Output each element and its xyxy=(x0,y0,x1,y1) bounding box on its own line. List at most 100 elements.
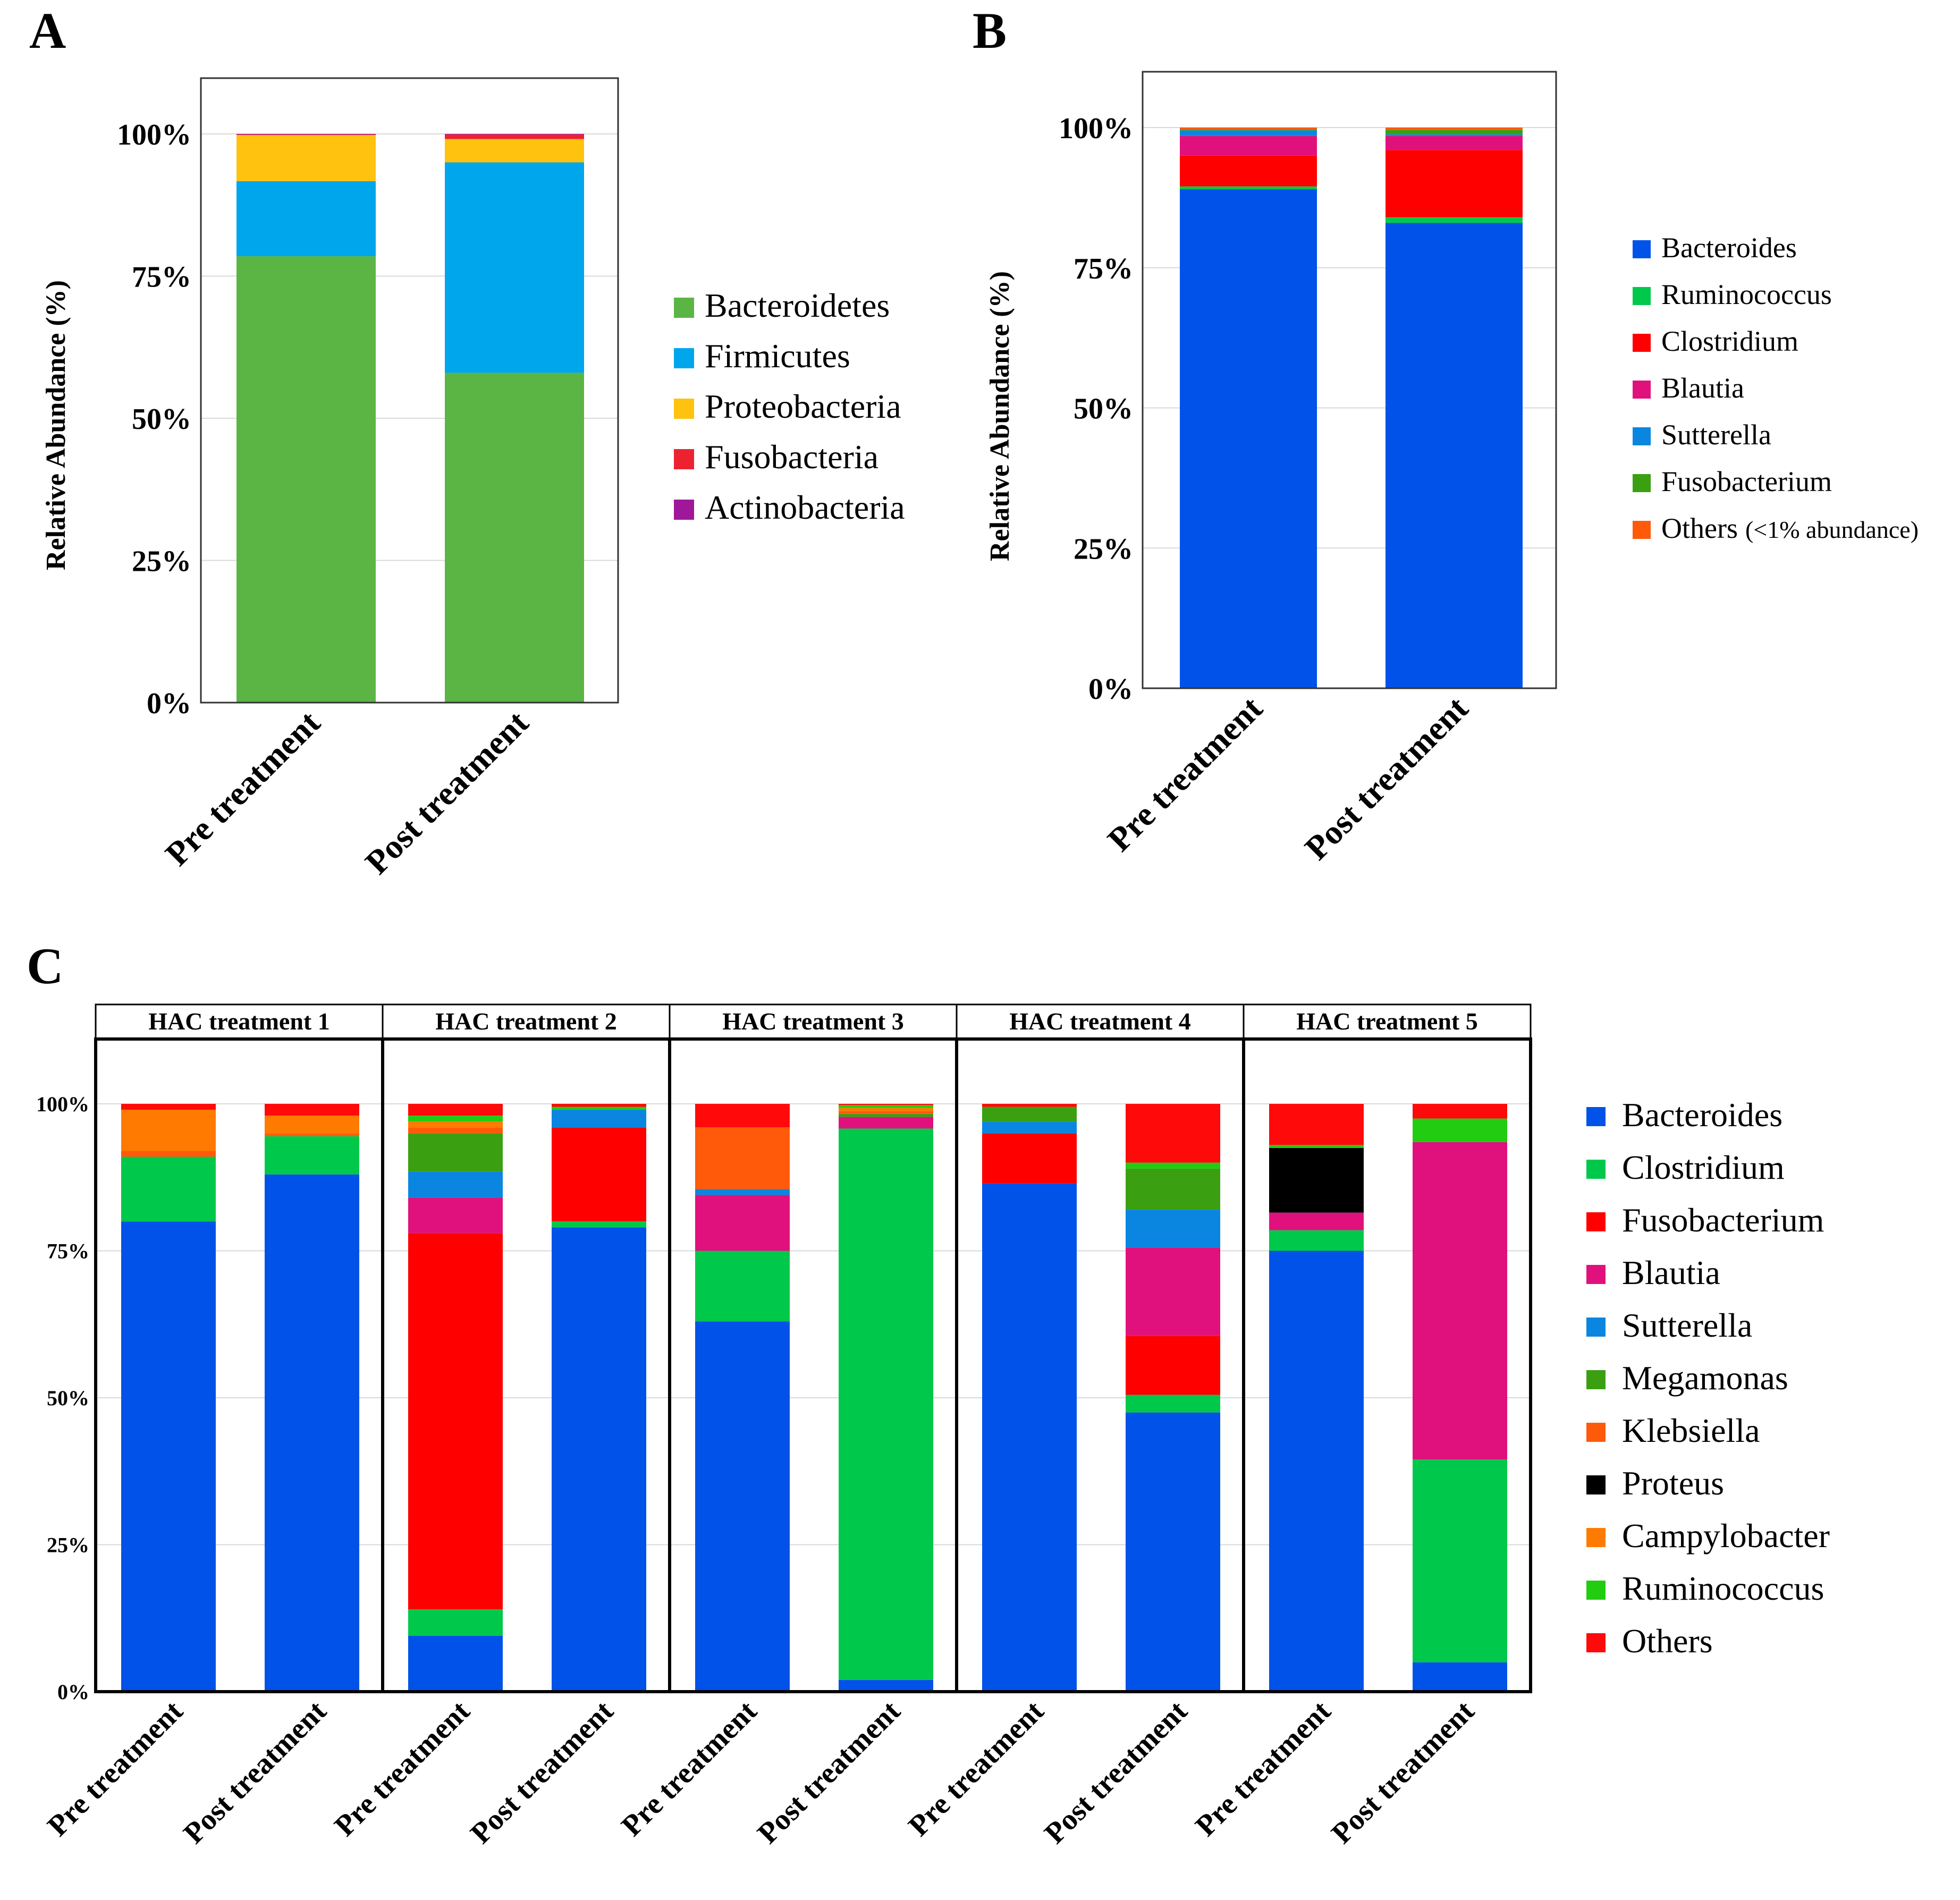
bar-segment-bacteroides xyxy=(982,1183,1077,1692)
facet-title-box xyxy=(956,1003,1245,1040)
legend-label-fusobacteria: Fusobacteria xyxy=(705,438,878,476)
bar-segment-clostridium xyxy=(1413,1459,1507,1662)
legend-label-blautia: Blautia xyxy=(1661,372,1744,404)
bar-segment-megamonas xyxy=(1126,1168,1220,1210)
facet-frame xyxy=(1242,1037,1532,1693)
legend-swatch-megamonas xyxy=(1586,1370,1606,1389)
legend-label-ruminococcus: Ruminococcus xyxy=(1622,1569,1824,1607)
bar-segment-blautia xyxy=(408,1197,503,1234)
bar-segment-megamonas xyxy=(839,1113,933,1117)
bar-segment-blautia xyxy=(839,1117,933,1129)
bar-segment-others xyxy=(1269,1104,1364,1145)
bar-segment-bacteroides xyxy=(1413,1662,1507,1692)
legend-label-sutterella: Sutterella xyxy=(1661,419,1771,451)
y-tick-label: 100% xyxy=(117,119,191,151)
y-tick-label: 100% xyxy=(1059,112,1133,145)
legend-label-proteus: Proteus xyxy=(1622,1464,1724,1502)
legend-swatch-blautia xyxy=(1586,1265,1606,1284)
legend-label-ruminococcus: Ruminococcus xyxy=(1661,278,1832,310)
y-tick-label: 0% xyxy=(57,1680,89,1704)
bar-segment-fusobacterium xyxy=(1385,130,1523,134)
y-tick-label: 75% xyxy=(47,1239,89,1263)
legend-swatch-campylobacter xyxy=(1586,1528,1606,1547)
panel-a-frame xyxy=(200,77,619,704)
bar-segment-others xyxy=(408,1104,503,1116)
bar-segment-ruminococcus xyxy=(839,1105,933,1108)
legend-label-firmicutes: Firmicutes xyxy=(705,337,850,375)
legend-label-klebsiella: Klebsiella xyxy=(1622,1412,1760,1449)
bar-segment-klebsiella xyxy=(408,1127,503,1134)
bar-segment-others xyxy=(1413,1104,1507,1119)
y-tick-label: 75% xyxy=(1074,252,1133,285)
legend-label-proteobacteria: Proteobacteria xyxy=(705,387,901,425)
y-tick-label: 25% xyxy=(132,545,191,578)
panel-letter-b: B xyxy=(973,2,1007,59)
bar-segment-sutterella xyxy=(408,1171,503,1198)
legend-note: (<1% abundance) xyxy=(1745,516,1919,543)
bar-segment-klebsiella xyxy=(265,1133,359,1136)
legend-label-others: Others (<1% abundance) xyxy=(1661,512,1919,544)
legend-swatch-actinobacteria xyxy=(674,500,694,520)
legend-swatch-others xyxy=(1633,521,1651,539)
legend-label-sutterella: Sutterella xyxy=(1622,1306,1752,1344)
y-tick-label: 0% xyxy=(147,687,191,720)
legend-swatch-sutterella xyxy=(1633,427,1651,445)
bar-segment-others xyxy=(1126,1104,1220,1163)
facet-title: HAC treatment 5 xyxy=(1296,1008,1478,1035)
y-tick-label: 0% xyxy=(1088,673,1133,706)
legend-label-fusobacterium: Fusobacterium xyxy=(1622,1201,1824,1239)
bar-segment-ruminococcus xyxy=(1385,217,1523,223)
legend-label-bacteroides: Bacteroides xyxy=(1622,1096,1782,1134)
panel-letter-c: C xyxy=(27,938,63,994)
bar-segment-sutterella xyxy=(1126,1210,1220,1248)
legend-swatch-fusobacteria xyxy=(674,449,694,469)
bar-segment-clostridium xyxy=(408,1609,503,1636)
legend-label-blautia: Blautia xyxy=(1622,1254,1720,1291)
bar-segment-ruminococcus xyxy=(1126,1162,1220,1169)
bar-segment-others xyxy=(265,1104,359,1116)
bar-segment-campylobacter xyxy=(408,1121,503,1128)
bar-segment-fusobacterium xyxy=(1126,1336,1220,1395)
bar-segment-klebsiella xyxy=(121,1151,216,1157)
legend-swatch-bacteroides xyxy=(1586,1107,1606,1126)
legend-label-bacteroidetes: Bacteroidetes xyxy=(705,286,890,324)
legend-swatch-fusobacterium xyxy=(1586,1212,1606,1231)
bar-segment-others xyxy=(982,1104,1077,1107)
bar-segment-clostridium xyxy=(1269,1230,1364,1251)
bar-segment-fusobacterium xyxy=(1180,129,1317,131)
bar-segment-bacteroides xyxy=(1385,223,1523,689)
legend-label-actinobacteria: Actinobacteria xyxy=(705,488,905,526)
y-tick-label: 25% xyxy=(1074,533,1133,565)
facet-title-box xyxy=(1243,1003,1532,1040)
legend-label-others: Others xyxy=(1622,1622,1713,1660)
bar-segment-klebsiella xyxy=(695,1127,790,1189)
bar-segment-bacteroides xyxy=(1269,1251,1364,1692)
legend-label-bacteroides: Bacteroides xyxy=(1661,232,1797,264)
y-tick-label: 50% xyxy=(1074,393,1133,426)
bar-segment-sutterella xyxy=(695,1189,790,1195)
bar-segment-others xyxy=(121,1104,216,1110)
panel-letter-a: A xyxy=(29,2,66,59)
bar-segment-fusobacteria xyxy=(445,134,584,139)
bar-segment-sutterella xyxy=(1385,134,1523,136)
bar-segment-sutterella xyxy=(552,1110,646,1128)
y-tick-label: 25% xyxy=(47,1533,89,1557)
bar-segment-campylobacter xyxy=(265,1116,359,1134)
bar-segment-clostridium xyxy=(121,1156,216,1222)
legend-swatch-ruminococcus xyxy=(1633,287,1651,305)
legend-swatch-sutterella xyxy=(1586,1318,1606,1337)
bar-segment-megamonas xyxy=(982,1107,1077,1122)
bar-segment-fusobacterium xyxy=(552,1127,646,1222)
facet-title: HAC treatment 1 xyxy=(148,1008,330,1035)
bar-segment-clostridium xyxy=(839,1128,933,1680)
bar-segment-bacteroidetes xyxy=(236,256,376,703)
panel-b-y-axis-label: Relative Abundance (%) xyxy=(985,271,1015,561)
bar-segment-bacteroides xyxy=(1180,189,1317,688)
legend-swatch-clostridium xyxy=(1586,1160,1606,1179)
bar-segment-clostridium xyxy=(1385,150,1523,217)
bar-segment-fusobacterium xyxy=(982,1133,1077,1184)
legend-swatch-clostridium xyxy=(1633,334,1651,352)
legend-swatch-klebsiella xyxy=(1586,1423,1606,1442)
bar-segment-bacteroides xyxy=(121,1221,216,1692)
